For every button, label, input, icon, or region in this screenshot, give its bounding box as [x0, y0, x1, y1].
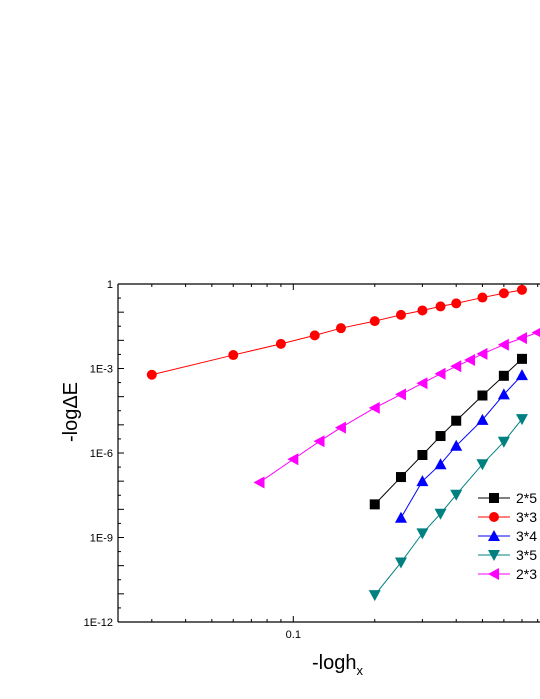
data-point	[531, 327, 540, 338]
data-point	[476, 459, 489, 471]
legend-label: 3*4	[516, 528, 537, 544]
data-point	[434, 367, 446, 380]
data-point	[515, 369, 528, 381]
data-point	[368, 590, 381, 602]
plot-area	[146, 284, 540, 602]
data-point	[435, 301, 446, 312]
legend-marker	[488, 568, 499, 580]
data-point	[335, 323, 346, 334]
series-2	[146, 284, 527, 380]
series-1	[369, 353, 527, 510]
y-axis-label: -logΔE	[60, 382, 82, 442]
data-point	[287, 453, 299, 466]
series-line	[374, 418, 523, 596]
series-line	[259, 332, 538, 483]
data-point	[477, 292, 488, 303]
data-point	[451, 415, 462, 426]
legend-label: 3*3	[516, 509, 537, 525]
data-point	[434, 508, 447, 520]
x-axis-ticks: 0.1	[151, 284, 539, 641]
y-tick-label: 1E-3	[90, 364, 113, 376]
data-point	[497, 388, 510, 400]
data-point	[394, 557, 407, 569]
data-point	[334, 421, 346, 434]
data-point	[516, 284, 527, 295]
data-point	[450, 489, 463, 501]
legend-label: 2*3	[516, 566, 537, 582]
data-point	[476, 413, 489, 425]
data-point	[369, 499, 380, 510]
data-point	[394, 511, 407, 523]
y-tick-label: 1E-9	[90, 533, 113, 545]
data-point	[395, 472, 406, 483]
data-point	[516, 353, 527, 364]
legend-item: 2*3	[478, 566, 537, 582]
data-point	[275, 338, 286, 349]
legend-marker	[489, 512, 499, 522]
data-point	[435, 431, 446, 442]
data-point	[416, 528, 429, 540]
data-point	[369, 316, 380, 327]
y-tick-label: 1	[107, 279, 113, 291]
x-axis-label-subscript: x	[356, 663, 363, 678]
data-point	[395, 309, 406, 320]
x-axis-label: -loghx	[312, 652, 363, 678]
data-point	[464, 354, 476, 367]
data-point	[416, 377, 428, 390]
x-tick-label: 0.1	[286, 629, 301, 641]
legend-item: 3*3	[478, 509, 537, 525]
legend-marker	[489, 493, 499, 503]
y-tick-label: 1E-12	[84, 617, 113, 629]
data-point	[515, 332, 527, 345]
data-point	[477, 390, 488, 401]
data-point	[228, 350, 239, 361]
y-axis-ticks: 1 1E-3 1E-6 1E-9 1E-12	[84, 279, 124, 629]
data-point	[309, 330, 320, 341]
data-point	[450, 360, 462, 373]
data-point	[515, 414, 528, 426]
series-5	[253, 327, 540, 489]
legend-label: 3*5	[516, 547, 537, 563]
legend-item: 3*5	[478, 547, 537, 563]
series-3	[394, 369, 528, 523]
data-point	[417, 305, 428, 316]
legend-marker	[488, 530, 500, 541]
data-point	[417, 449, 428, 460]
y-tick-label: 1E-6	[90, 448, 113, 460]
legend: 2*5 3*3 3*4 3*5 2*3	[478, 490, 537, 582]
data-point	[253, 476, 265, 489]
data-point	[434, 458, 447, 470]
data-point	[451, 298, 462, 309]
data-point	[498, 288, 509, 299]
data-point	[368, 401, 380, 414]
data-point	[450, 439, 463, 451]
data-point	[497, 436, 510, 448]
data-point	[476, 347, 488, 360]
data-point	[313, 435, 325, 448]
data-point	[394, 388, 406, 401]
data-point	[416, 475, 429, 487]
legend-marker	[488, 550, 500, 561]
data-point	[146, 369, 157, 380]
data-point	[498, 370, 509, 381]
series-4	[368, 414, 528, 602]
legend-item: 2*5	[478, 490, 537, 506]
axes	[117, 283, 540, 623]
legend-item: 3*4	[478, 528, 537, 544]
legend-label: 2*5	[516, 490, 537, 506]
data-point	[497, 338, 509, 351]
